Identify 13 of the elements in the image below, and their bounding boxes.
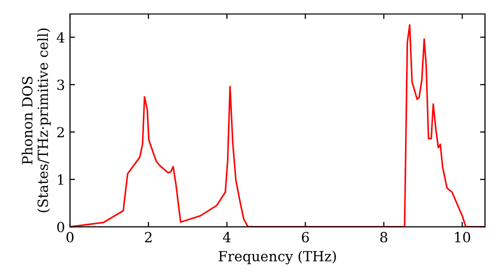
y-tick-label: 4 [56,32,64,42]
x-tick-label: 6 [302,232,309,242]
x-tick-label: 2 [144,232,152,242]
x-tick-label: 4 [222,232,231,242]
x-tick-label: 8 [380,232,388,242]
x-axis-title: Frequency (THz) [218,250,336,264]
y-tick-label: 3 [57,80,64,90]
y-tick-label: 1 [58,174,64,185]
y-tick-label: 2 [57,126,64,138]
x-tick-label: 0 [66,232,74,242]
y-axis-title: Phonon DOS (States/THz·primitive cell) [22,28,51,212]
x-tick-label: 10 [455,232,470,242]
y-tick-label: 0 [57,222,64,232]
